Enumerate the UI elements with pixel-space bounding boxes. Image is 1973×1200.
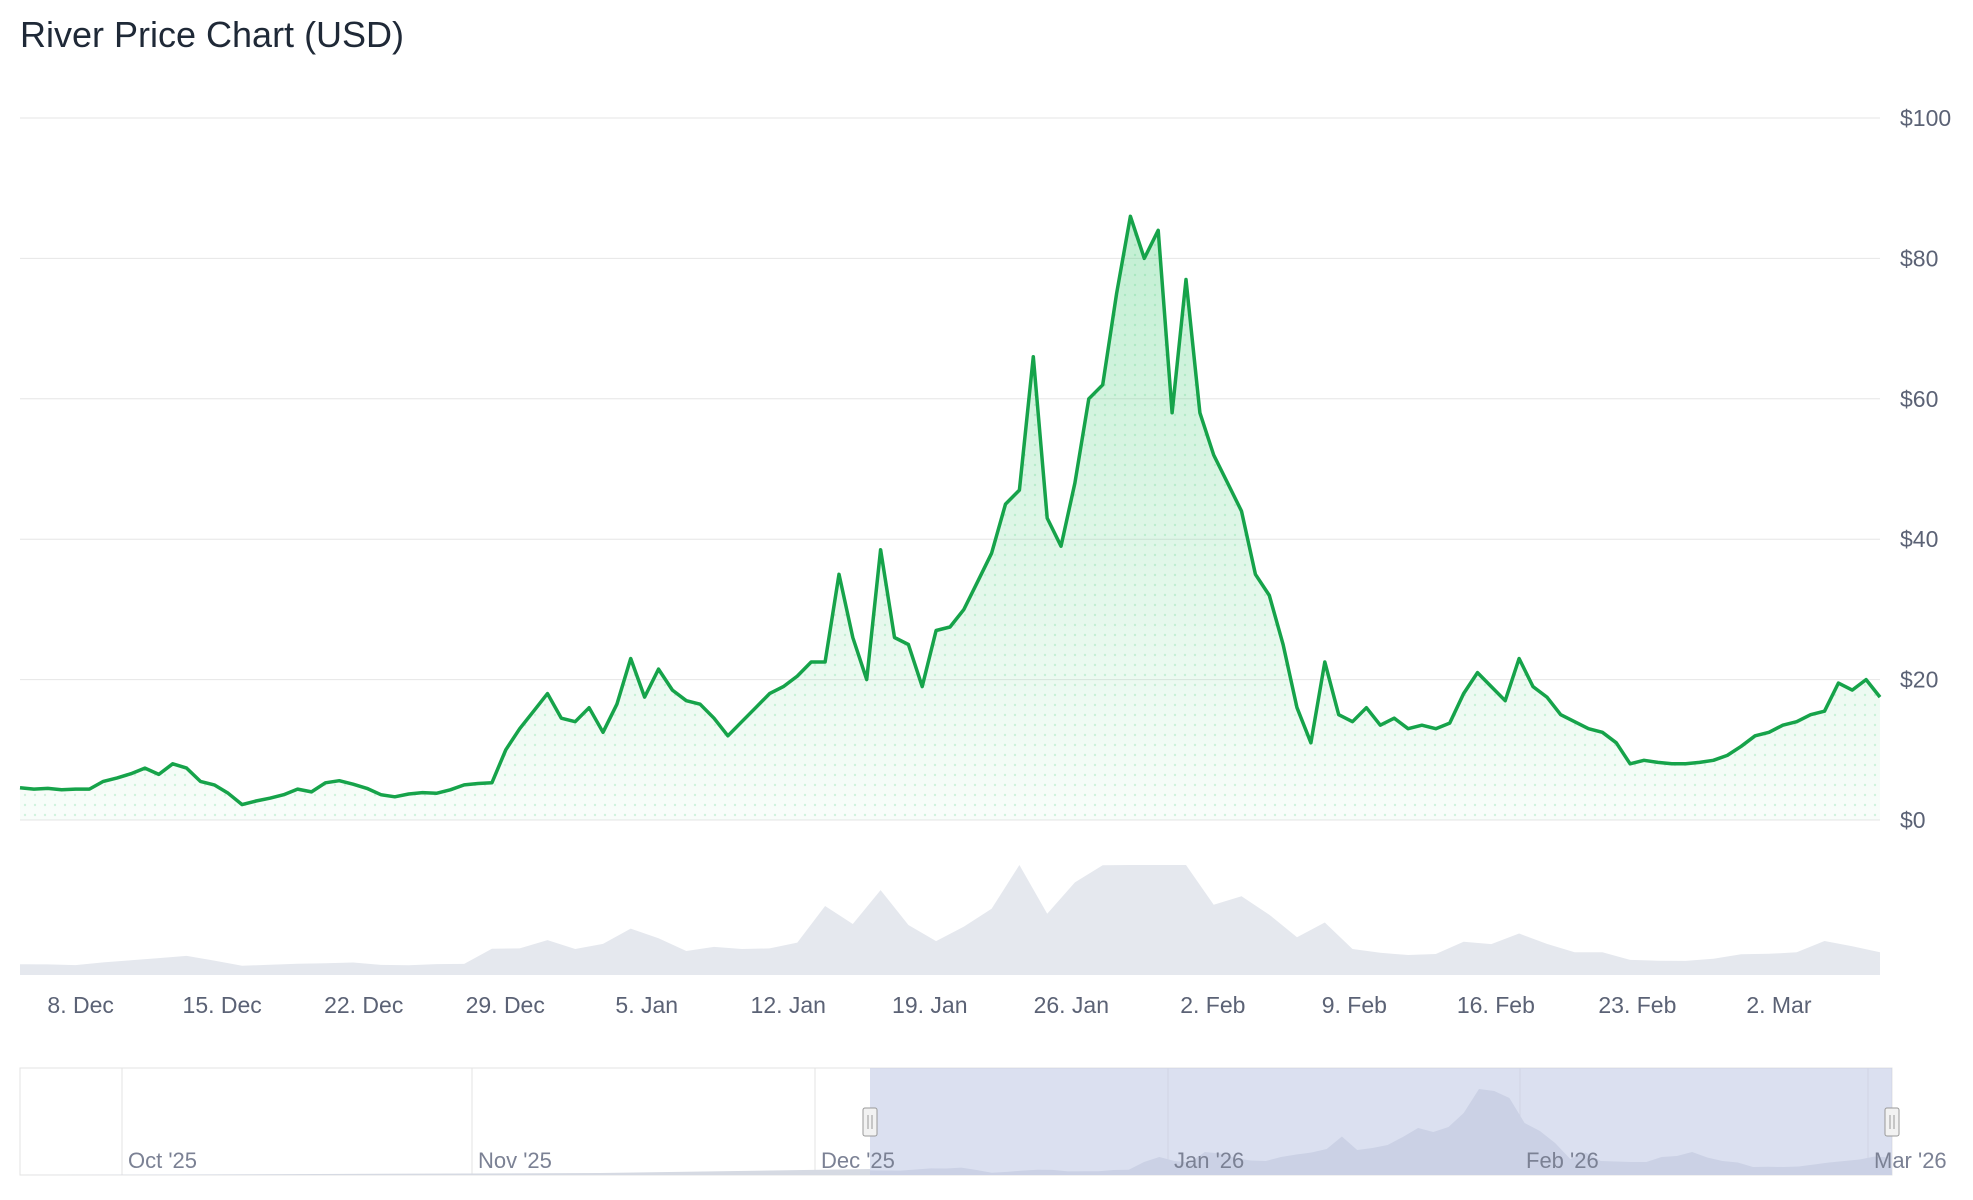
x-tick-label: 29. Dec [466,992,545,1018]
x-tick-label: 26. Jan [1034,992,1109,1018]
x-tick-label: 5. Jan [615,992,678,1018]
navigator-tick-label: Feb '26 [1526,1148,1599,1173]
x-tick-label: 12. Jan [751,992,826,1018]
x-tick-label: 16. Feb [1457,992,1535,1018]
navigator-tick-label: Dec '25 [821,1148,895,1173]
y-tick-label: $20 [1900,667,1938,693]
price-line [19,214,1882,807]
price-line-group [19,214,1882,807]
chart-title: River Price Chart (USD) [20,14,405,55]
y-tick-label: $60 [1900,386,1938,412]
navigator-handle-right[interactable] [1884,1107,1900,1137]
navigator-tick-label: Nov '25 [478,1148,552,1173]
y-tick-label: $80 [1900,245,1938,271]
x-tick-label: 2. Feb [1180,992,1245,1018]
navigator-tick-label: Jan '26 [1174,1148,1244,1173]
navigator-handle-left[interactable] [862,1107,878,1137]
volume-area [20,865,1880,975]
y-tick-label: $0 [1900,807,1926,833]
price-area-dots [20,216,1880,821]
x-tick-label: 23. Feb [1598,992,1676,1018]
x-axis-labels: 8. Dec 15. Dec 22. Dec 29. Dec 5. Jan 12. Jan… [47,992,1811,1018]
x-tick-label: 2. Mar [1746,992,1812,1018]
volume-fill [20,865,1880,975]
x-tick-label: 15. Dec [183,992,262,1018]
x-tick-label: 22. Dec [324,992,403,1018]
price-area [20,216,1880,821]
navigator-tick-label: Oct '25 [128,1148,197,1173]
y-tick-label: $40 [1900,526,1938,552]
navigator[interactable]: Oct '25 Nov '25 Dec '25 Jan '26 Feb '26 Mar '… [19,1067,1947,1176]
x-tick-label: 9. Feb [1322,992,1387,1018]
y-axis-labels: $0 $20 $40 $60 $80 $100 [1900,105,1951,833]
x-tick-label: 8. Dec [47,992,113,1018]
navigator-selection[interactable] [870,1068,1892,1175]
navigator-tick-label: Mar '26 [1874,1148,1947,1173]
y-tick-label: $100 [1900,105,1951,131]
x-tick-label: 19. Jan [892,992,967,1018]
